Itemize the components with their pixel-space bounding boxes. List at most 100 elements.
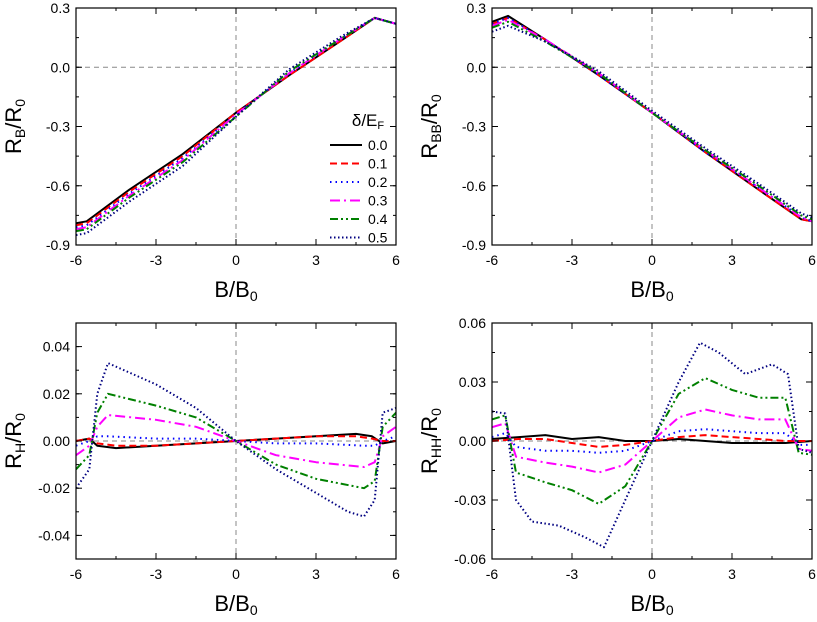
y-axis-label: RHH/R0 (417, 408, 444, 474)
series-line-0.3 (492, 18, 812, 223)
x-axis-label-main: B/B (214, 277, 249, 302)
y-axis-label-main: R (417, 458, 442, 474)
series-group (76, 16, 396, 237)
y-tick-label: 0.3 (467, 0, 487, 16)
y-axis-label: RBB/R0 (417, 94, 444, 159)
y-tick-label: 0.04 (43, 339, 70, 355)
legend-entry-label: 0.0 (368, 137, 388, 153)
x-tick-label: -6 (486, 566, 499, 582)
x-axis-label-sub: 0 (666, 288, 674, 304)
series-line-0.4 (76, 392, 396, 490)
series-line-0.5 (492, 24, 812, 219)
x-axis-label-main: B/B (214, 591, 249, 616)
series-line-0.2 (76, 435, 396, 447)
x-tick-label: 6 (392, 252, 400, 268)
series-line-0.1 (76, 435, 396, 447)
y-tick-label: 0.06 (459, 315, 486, 331)
y-tick-label: -0.06 (454, 551, 486, 567)
y-tick-label: -0.9 (46, 237, 70, 253)
x-axis-label: B/B0 (630, 591, 673, 618)
series-line-0.5 (492, 341, 812, 549)
y-axis-label: RH/R0 (1, 413, 28, 469)
y-tick-label: 0.0 (51, 59, 71, 75)
series-line-0.2 (76, 16, 396, 229)
series-line-0.5 (76, 16, 396, 237)
x-tick-label: 0 (232, 252, 240, 268)
x-axis-label-sub: 0 (666, 602, 674, 618)
chart-panel-top-left: -6 -3 0 3 6-0.9-0.6-0.30.00.3B/B0RB/R0δ/EF0.… (1, 0, 400, 304)
y-axis-label: RB/R0 (1, 99, 28, 154)
y-tick-label: 0.00 (43, 433, 70, 449)
y-tick-label: -0.3 (46, 119, 70, 135)
y-tick-label: -0.03 (454, 492, 486, 508)
legend-entry-label: 0.1 (368, 156, 388, 172)
y-axis-label-tail: /R (1, 107, 26, 129)
series-line-0.3 (76, 16, 396, 231)
y-axis-label-main: R (1, 138, 26, 154)
x-axis-label: B/B0 (214, 277, 257, 304)
x-tick-label: 6 (392, 566, 400, 582)
y-axis-label-tail-sub: 0 (428, 408, 444, 416)
x-axis-label: B/B0 (630, 277, 673, 304)
series-line-0.4 (492, 377, 812, 505)
x-axis-label-main: B/B (630, 277, 665, 302)
x-tick-label: -6 (70, 566, 83, 582)
y-tick-label: -0.04 (38, 527, 70, 543)
y-tick-label: -0.6 (462, 178, 486, 194)
y-axis-label-main: R (417, 143, 442, 159)
y-tick-label: -0.02 (38, 480, 70, 496)
y-tick-label: 0.0 (467, 59, 487, 75)
y-axis-label-tail: /R (1, 421, 26, 443)
legend-title-main: δ/E (352, 111, 378, 130)
series-line-0.1 (492, 434, 812, 448)
x-tick-label: -3 (566, 566, 579, 582)
y-axis-label-sub: H (12, 443, 28, 453)
x-tick-label: 6 (808, 252, 816, 268)
x-axis-label: B/B0 (214, 591, 257, 618)
x-tick-label: -3 (150, 566, 163, 582)
series-line-0.5 (76, 362, 396, 518)
y-tick-label: 0.03 (459, 374, 486, 390)
y-axis-label-tail: /R (417, 102, 442, 124)
legend-entry-label: 0.3 (368, 193, 388, 209)
y-axis-label-tail-sub: 0 (428, 94, 444, 102)
legend-entry-label: 0.2 (368, 174, 388, 190)
x-tick-label: -6 (70, 252, 83, 268)
y-axis-label-main: R (1, 453, 26, 469)
x-tick-label: 3 (312, 566, 320, 582)
series-line-0.1 (76, 16, 396, 227)
legend-entry-label: 0.5 (368, 230, 388, 246)
series-line-0.4 (76, 16, 396, 233)
series-group (492, 341, 812, 549)
x-axis-label-sub: 0 (250, 602, 258, 618)
x-axis-label-main: B/B (630, 591, 665, 616)
y-tick-label: 0.3 (51, 0, 71, 16)
x-tick-label: 3 (312, 252, 320, 268)
y-axis-label-tail-sub: 0 (12, 99, 28, 107)
y-axis-label-sub: B (12, 129, 28, 138)
legend-title: δ/EF (352, 111, 385, 132)
y-tick-label: -0.3 (462, 119, 486, 135)
series-group (492, 14, 812, 223)
x-tick-label: -3 (566, 252, 579, 268)
x-tick-label: -3 (150, 252, 163, 268)
y-axis-label-sub: HH (428, 438, 444, 458)
x-tick-label: 3 (728, 252, 736, 268)
x-tick-label: 3 (728, 566, 736, 582)
series-group (76, 362, 396, 518)
x-tick-label: 6 (808, 566, 816, 582)
x-tick-label: 0 (648, 252, 656, 268)
x-tick-label: 0 (648, 566, 656, 582)
y-axis-label-tail-sub: 0 (12, 413, 28, 421)
y-tick-label: 0.00 (459, 433, 486, 449)
y-tick-label: -0.9 (462, 237, 486, 253)
legend: δ/EF 0.0 0.1 0.2 0.3 0.4 0.5 (330, 111, 388, 246)
y-tick-label: 0.02 (43, 386, 70, 402)
y-tick-label: -0.6 (46, 178, 70, 194)
x-tick-label: -6 (486, 252, 499, 268)
x-tick-label: 0 (232, 566, 240, 582)
x-axis-label-sub: 0 (250, 288, 258, 304)
